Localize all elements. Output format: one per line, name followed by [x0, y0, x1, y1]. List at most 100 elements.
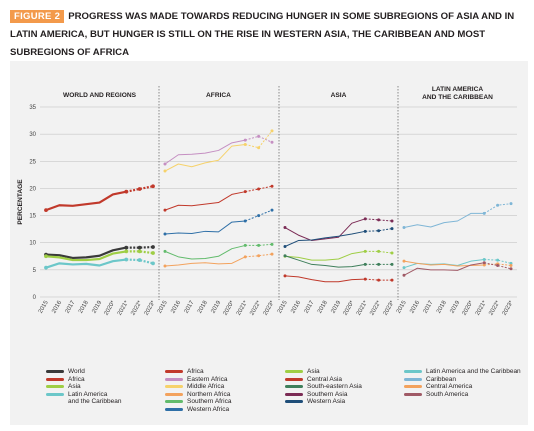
data-point — [137, 245, 142, 250]
data-point — [496, 264, 500, 268]
data-point — [151, 261, 155, 266]
data-point — [243, 142, 247, 146]
legend-swatch — [285, 370, 303, 373]
series-line — [403, 262, 485, 276]
series-line-projected — [245, 130, 273, 149]
data-point — [163, 169, 167, 173]
figure-header: FIGURE 2 PROGRESS WAS MADE TOWARDS REDUCI… — [10, 6, 528, 60]
series-line — [45, 250, 127, 262]
series-line-projected — [365, 218, 393, 222]
legend-label: Africa — [187, 368, 204, 375]
data-point — [257, 134, 261, 138]
figure-tag: FIGURE 2 — [10, 10, 65, 23]
panel-title: ASIA — [331, 92, 347, 99]
y-tick-label: 25 — [29, 159, 36, 165]
series-line-projected — [245, 253, 273, 258]
series-line — [45, 190, 127, 212]
figure-title: PROGRESS WAS MADE TOWARDS REDUCING HUNGE… — [10, 11, 515, 58]
legend-swatch — [165, 377, 183, 381]
data-point — [163, 162, 167, 166]
y-tick-label: 30 — [29, 132, 36, 138]
series-line-projected — [245, 243, 273, 246]
legend-swatch — [165, 385, 183, 388]
data-point — [363, 277, 367, 281]
data-point — [270, 140, 274, 144]
data-point — [243, 243, 247, 247]
series-line — [403, 212, 485, 229]
data-point — [243, 255, 247, 259]
data-point — [270, 208, 274, 212]
data-point — [151, 251, 155, 255]
legend-label: Eastern Africa — [187, 375, 228, 383]
series-line-projected — [484, 263, 512, 267]
data-point — [137, 249, 142, 254]
data-point — [137, 258, 142, 262]
y-tick-label: 35 — [29, 105, 36, 111]
data-point — [270, 184, 274, 188]
series-line-projected — [126, 258, 154, 265]
legend-swatch — [404, 385, 422, 388]
series-line — [284, 250, 366, 261]
panel-title: LATIN AMERICA — [432, 86, 484, 93]
data-point — [257, 243, 261, 247]
series-line-projected — [365, 228, 393, 232]
legend-swatch — [46, 392, 64, 396]
series-line-projected — [484, 259, 512, 264]
data-point — [402, 259, 406, 263]
data-point — [44, 208, 48, 213]
legend-label: Africa — [68, 375, 85, 383]
series-line — [164, 139, 246, 165]
series-line — [45, 246, 127, 260]
data-point — [496, 258, 500, 262]
data-point — [283, 274, 287, 278]
series-line-projected — [126, 245, 154, 249]
legend-label: Central Asia — [307, 375, 343, 383]
data-point — [390, 219, 394, 223]
data-point — [377, 218, 381, 222]
legend-swatch — [46, 385, 64, 388]
y-tick-label: 0 — [33, 295, 37, 301]
data-point — [390, 227, 394, 231]
data-point — [270, 252, 274, 256]
data-point — [151, 184, 155, 189]
data-point — [496, 203, 500, 207]
data-point — [243, 190, 247, 194]
y-tick-label: 5 — [33, 268, 37, 274]
legend-swatch — [165, 407, 183, 411]
legend-swatch — [165, 370, 183, 373]
data-point — [44, 254, 48, 259]
series-line-projected — [484, 262, 512, 270]
data-point — [363, 249, 367, 253]
data-point — [151, 245, 155, 249]
data-point — [402, 226, 406, 230]
legend-swatch — [404, 377, 422, 381]
data-point — [390, 262, 394, 266]
legend-label: Asia — [68, 383, 81, 390]
legend-swatch — [404, 392, 422, 396]
data-point — [124, 249, 129, 254]
legend-swatch — [165, 400, 183, 403]
series-line-projected — [365, 250, 393, 254]
data-point — [363, 229, 367, 233]
legend-swatch — [165, 392, 183, 396]
y-tick-label: 15 — [29, 214, 36, 220]
data-point — [270, 129, 274, 133]
y-axis-label: PERCENTAGE — [17, 179, 24, 225]
data-point — [44, 265, 48, 270]
panel-title: WORLD AND REGIONS — [63, 92, 137, 99]
data-point — [257, 187, 261, 191]
legend-label: Western Asia — [307, 398, 346, 405]
legend-swatch — [404, 370, 422, 373]
data-point — [163, 249, 167, 253]
data-point — [243, 138, 247, 142]
legend-swatch — [285, 400, 303, 403]
series-line — [164, 220, 246, 235]
data-point — [377, 262, 381, 266]
legend-label: World — [68, 368, 85, 375]
data-point — [509, 267, 513, 271]
data-point — [124, 245, 129, 250]
series-line — [284, 255, 366, 268]
data-point — [390, 251, 394, 255]
data-point — [363, 262, 367, 266]
